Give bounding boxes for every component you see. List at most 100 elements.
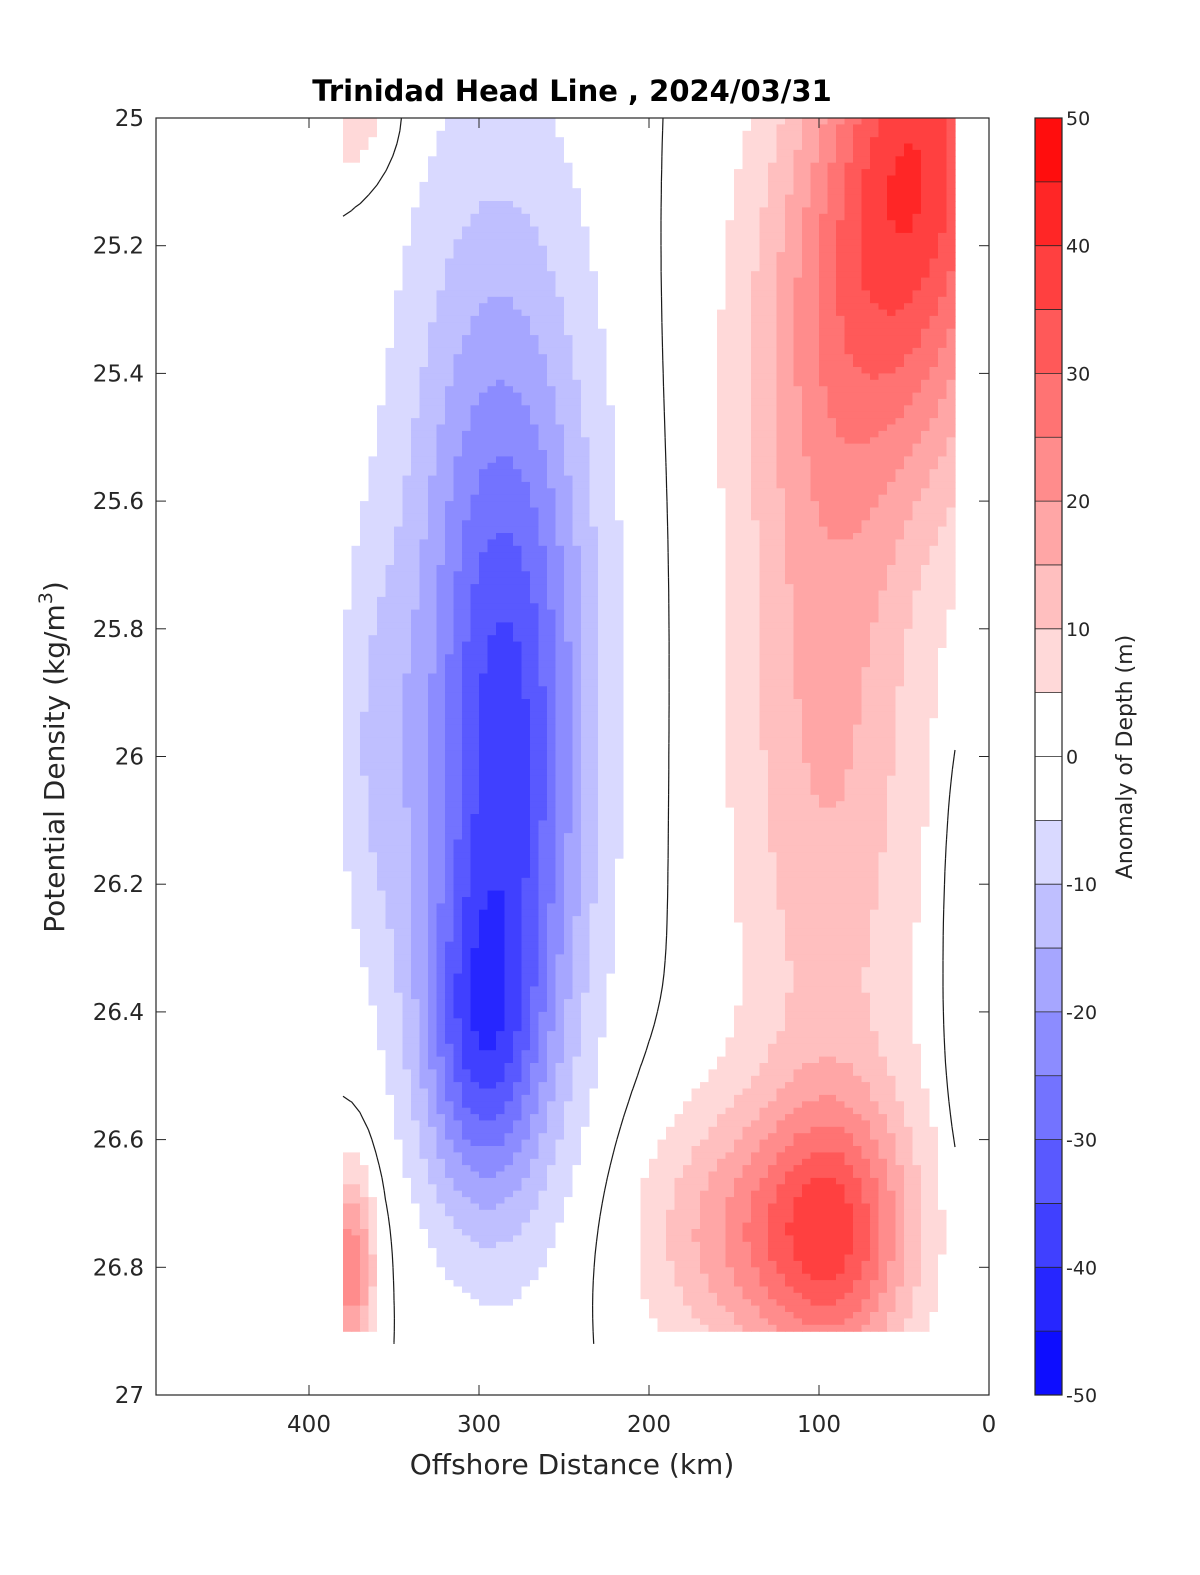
contour-cell bbox=[487, 271, 497, 279]
contour-cell bbox=[377, 986, 387, 994]
contour-cell bbox=[351, 1254, 361, 1262]
contour-cell bbox=[445, 935, 455, 943]
contour-cell bbox=[555, 590, 565, 598]
contour-cell bbox=[479, 577, 489, 585]
contour-cell bbox=[351, 1152, 361, 1160]
contour-cell bbox=[428, 169, 438, 177]
contour-cell bbox=[504, 609, 514, 617]
contour-cell bbox=[555, 1031, 565, 1039]
contour-cell bbox=[538, 1229, 548, 1236]
contour-cell bbox=[343, 1011, 353, 1019]
contour-cell bbox=[479, 1152, 489, 1160]
contour-cell bbox=[462, 1241, 472, 1249]
contour-cell bbox=[547, 1152, 557, 1160]
contour-cell bbox=[470, 565, 480, 572]
contour-cell bbox=[436, 552, 446, 560]
contour-cell bbox=[351, 1318, 361, 1326]
contour-cell bbox=[513, 124, 523, 132]
contour-cell bbox=[368, 1075, 378, 1083]
contour-cell bbox=[419, 1312, 429, 1319]
contour-cell bbox=[555, 1203, 565, 1211]
contour-cell bbox=[496, 884, 506, 892]
contour-cell bbox=[513, 475, 523, 483]
contour-cell bbox=[343, 699, 353, 706]
contour-cell bbox=[530, 1197, 540, 1205]
contour-cell bbox=[402, 648, 412, 655]
contour-cell bbox=[402, 258, 412, 266]
contour-cell bbox=[343, 737, 353, 745]
contour-cell bbox=[436, 1037, 446, 1045]
contour-cell bbox=[479, 839, 489, 847]
contour-cell bbox=[368, 156, 378, 164]
contour-cell bbox=[530, 264, 540, 272]
contour-cell bbox=[513, 322, 523, 330]
contour-cell bbox=[445, 245, 455, 253]
contour-cell bbox=[445, 948, 455, 956]
contour-cell bbox=[530, 973, 540, 981]
contour-cell bbox=[411, 909, 421, 917]
contour-cell bbox=[530, 897, 540, 904]
contour-cell bbox=[394, 501, 404, 509]
contour-cell bbox=[453, 992, 463, 1000]
contour-cell bbox=[343, 775, 353, 783]
contour-cell bbox=[385, 1248, 395, 1256]
contour-cell bbox=[385, 258, 395, 266]
contour-cell bbox=[487, 616, 497, 623]
contour-cell bbox=[351, 149, 361, 157]
contour-cell bbox=[555, 488, 565, 496]
contour-cell bbox=[428, 162, 438, 170]
contour-cell bbox=[445, 354, 455, 362]
contour-cell bbox=[394, 226, 404, 234]
contour-cell bbox=[436, 1184, 446, 1192]
contour-cell bbox=[479, 213, 489, 221]
contour-cell bbox=[538, 1063, 548, 1070]
contour-cell bbox=[555, 450, 565, 457]
contour-cell bbox=[360, 699, 370, 706]
contour-cell bbox=[538, 456, 548, 464]
contour-cell bbox=[504, 437, 514, 445]
contour-cell bbox=[538, 1018, 548, 1026]
contour-cell bbox=[462, 871, 472, 879]
contour-cell bbox=[360, 181, 370, 189]
contour-cell bbox=[368, 1126, 378, 1134]
contour-cell bbox=[428, 513, 438, 521]
contour-cell bbox=[368, 1011, 378, 1019]
contour-cell bbox=[368, 545, 378, 553]
contour-cell bbox=[547, 239, 557, 247]
contour-cell bbox=[368, 271, 378, 279]
contour-cell bbox=[513, 264, 523, 272]
contour-cell bbox=[453, 1184, 463, 1192]
contour-cell bbox=[487, 877, 497, 885]
contour-cell bbox=[436, 539, 446, 547]
contour-cell bbox=[351, 654, 361, 662]
contour-cell bbox=[428, 871, 438, 879]
contour-cell bbox=[530, 284, 540, 291]
contour-cell bbox=[487, 1222, 497, 1230]
contour-cell bbox=[394, 507, 404, 515]
contour-cell bbox=[436, 1286, 446, 1294]
contour-cell bbox=[564, 181, 574, 189]
contour-cell bbox=[343, 1171, 353, 1179]
contour-cell bbox=[530, 1292, 540, 1300]
contour-cell bbox=[538, 341, 548, 349]
contour-cell bbox=[538, 360, 548, 368]
contour-cell bbox=[445, 788, 455, 796]
contour-cell bbox=[521, 1190, 531, 1198]
contour-cell bbox=[513, 328, 523, 336]
contour-cell bbox=[479, 296, 489, 304]
contour-cell bbox=[521, 1235, 531, 1243]
contour-cell bbox=[343, 852, 353, 860]
contour-cell bbox=[394, 1126, 404, 1134]
contour-cell bbox=[453, 648, 463, 655]
contour-cell bbox=[521, 162, 531, 170]
contour-cell bbox=[343, 456, 353, 464]
contour-cell bbox=[547, 782, 557, 789]
contour-cell bbox=[343, 309, 353, 317]
contour-cell bbox=[394, 539, 404, 547]
contour-cell bbox=[368, 928, 378, 936]
contour-cell bbox=[547, 1082, 557, 1090]
contour-cell bbox=[419, 309, 429, 317]
contour-cell bbox=[402, 162, 412, 170]
contour-cell bbox=[487, 775, 497, 783]
contour-cell bbox=[445, 232, 455, 240]
